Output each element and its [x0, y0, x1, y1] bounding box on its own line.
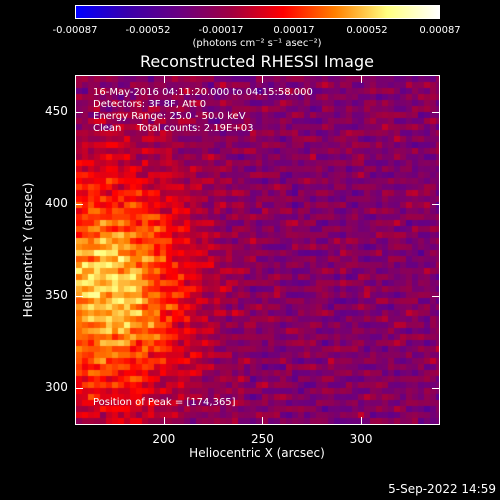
y-tick-label: 300: [45, 380, 68, 395]
x-tick-label: 200: [152, 432, 176, 446]
image-area: [75, 75, 440, 425]
info-total-counts: Clean Total counts: 2.19E+03: [93, 123, 254, 134]
y-tick-label: 450: [45, 103, 68, 118]
y-tick: [432, 203, 440, 205]
y-tick: [432, 296, 440, 298]
colorbar-tick-label: 0.00017: [273, 25, 315, 36]
x-tick-label: 300: [349, 432, 373, 446]
colorbar-units: (photons cm⁻² s⁻¹ asec⁻²): [192, 38, 322, 49]
heatmap: [76, 76, 439, 424]
x-tick: [361, 75, 363, 83]
timestamp: 5-Sep-2022 14:59: [388, 482, 496, 496]
info-energy-range: Energy Range: 25.0 - 50.0 keV: [93, 111, 246, 122]
colorbar-tick-label: 0.00052: [346, 25, 388, 36]
y-tick: [75, 203, 83, 205]
y-tick-label: 350: [45, 288, 68, 303]
colorbar-tick-label: -0.00017: [198, 25, 244, 36]
y-tick: [75, 296, 83, 298]
x-tick: [163, 417, 165, 425]
x-tick-label: 250: [250, 432, 274, 446]
colorbar: [75, 5, 440, 19]
x-tick: [262, 75, 264, 83]
x-tick: [262, 417, 264, 425]
info-detectors: Detectors: 3F 8F, Att 0: [93, 99, 207, 110]
colorbar-tick-label: -0.00052: [125, 25, 171, 36]
colorbar-tick-label: 0.00087: [419, 25, 461, 36]
y-tick: [432, 388, 440, 390]
x-tick: [361, 417, 363, 425]
y-tick: [432, 111, 440, 113]
y-axis-label: Heliocentric Y (arcsec): [21, 182, 35, 318]
x-tick: [163, 75, 165, 83]
x-axis-label: Heliocentric X (arcsec): [189, 446, 325, 460]
plot-title: Reconstructed RHESSI Image: [140, 52, 374, 71]
info-time-range: 16-May-2016 04:11:20.000 to 04:15:58.000: [93, 87, 313, 98]
y-tick: [75, 111, 83, 113]
y-tick: [75, 388, 83, 390]
y-tick-label: 400: [45, 195, 68, 210]
peak-position-label: Position of Peak = [174,365]: [93, 397, 236, 408]
colorbar-tick-label: -0.00087: [52, 25, 98, 36]
